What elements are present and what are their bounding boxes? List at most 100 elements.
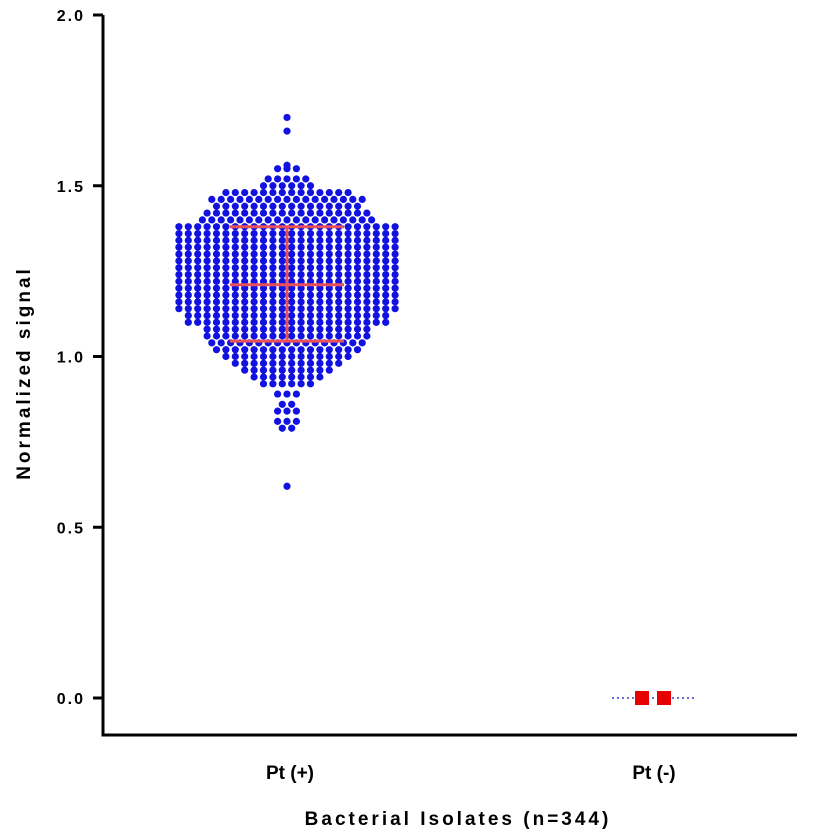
data-point — [259, 346, 268, 354]
data-point — [306, 202, 315, 210]
data-point — [283, 417, 291, 425]
data-point — [335, 318, 343, 326]
data-point — [297, 346, 305, 354]
data-point — [344, 270, 352, 279]
data-point — [353, 223, 362, 231]
data-point — [203, 257, 211, 265]
data-point — [353, 250, 362, 258]
data-point — [278, 380, 286, 388]
data-point — [203, 243, 211, 251]
data-point — [302, 195, 310, 204]
data-point — [175, 298, 183, 306]
data-point — [231, 352, 239, 361]
data-point — [353, 264, 362, 272]
data-point — [274, 216, 282, 224]
data-point — [335, 202, 343, 210]
data-point — [306, 257, 315, 265]
data-point — [278, 236, 286, 244]
data-point — [292, 390, 300, 398]
data-point — [372, 291, 380, 299]
data-point — [325, 352, 333, 361]
data-point — [372, 264, 380, 272]
data-point — [231, 284, 239, 292]
data-point — [363, 270, 371, 279]
data-point — [227, 216, 235, 224]
data-point — [259, 291, 268, 299]
y-ticks: 0.0 0.5 1.0 1.5 2.0 — [57, 8, 103, 708]
data-point — [325, 264, 333, 272]
data-point — [278, 229, 286, 238]
data-point — [194, 277, 202, 285]
data-point — [335, 229, 343, 238]
data-point — [231, 188, 239, 197]
data-point — [236, 216, 244, 224]
data-point — [306, 277, 315, 285]
data-point — [363, 229, 371, 238]
data-point — [335, 188, 343, 197]
data-point — [269, 257, 277, 265]
data-point — [269, 284, 277, 292]
data-point — [203, 305, 211, 313]
data-point — [278, 366, 286, 374]
data-point — [283, 482, 291, 490]
data-point — [353, 236, 362, 244]
data-point — [353, 325, 362, 333]
data-point — [344, 202, 352, 210]
data-point — [335, 236, 343, 244]
data-point — [269, 311, 277, 320]
data-point — [325, 311, 333, 320]
data-point — [344, 277, 352, 285]
data-point — [259, 318, 268, 326]
data-point — [278, 318, 286, 326]
data-point — [278, 250, 286, 258]
data-point — [236, 195, 244, 204]
data-point — [297, 236, 305, 244]
data-point — [278, 182, 286, 190]
data-point — [353, 298, 362, 306]
data-point — [184, 236, 192, 244]
data-point — [259, 188, 268, 197]
data-point — [335, 332, 343, 340]
data-point — [222, 257, 230, 265]
data-point — [353, 346, 362, 354]
data-point — [231, 257, 239, 265]
data-point — [316, 373, 324, 381]
data-point — [297, 188, 305, 197]
data-point — [391, 284, 399, 292]
data-point — [250, 284, 258, 292]
data-point — [241, 346, 249, 354]
data-point — [269, 202, 277, 210]
data-point — [316, 209, 324, 217]
data-point — [330, 216, 338, 224]
data-point — [288, 318, 296, 326]
data-point — [297, 373, 305, 381]
data-point — [278, 188, 286, 197]
data-point — [344, 311, 352, 320]
data-point — [250, 229, 258, 238]
data-point — [255, 216, 263, 224]
data-point — [231, 325, 239, 333]
data-point — [231, 346, 239, 354]
data-point — [372, 284, 380, 292]
x-axis-title: Bacterial Isolates (n=344) — [305, 809, 612, 830]
data-point — [241, 284, 249, 292]
data-point — [372, 270, 380, 279]
data-point — [382, 270, 390, 279]
data-point — [288, 424, 296, 432]
data-point — [382, 277, 390, 285]
data-point — [222, 318, 230, 326]
data-point — [231, 332, 239, 340]
data-point — [335, 298, 343, 306]
data-point — [306, 325, 315, 333]
data-point — [288, 236, 296, 244]
data-point — [325, 332, 333, 340]
data-point — [363, 257, 371, 265]
data-point — [363, 209, 371, 217]
data-point — [344, 243, 352, 251]
data-point — [382, 284, 390, 292]
data-point — [278, 352, 286, 361]
data-point — [363, 291, 371, 299]
data-point — [302, 216, 310, 224]
data-point — [175, 250, 183, 258]
data-point — [212, 298, 221, 306]
